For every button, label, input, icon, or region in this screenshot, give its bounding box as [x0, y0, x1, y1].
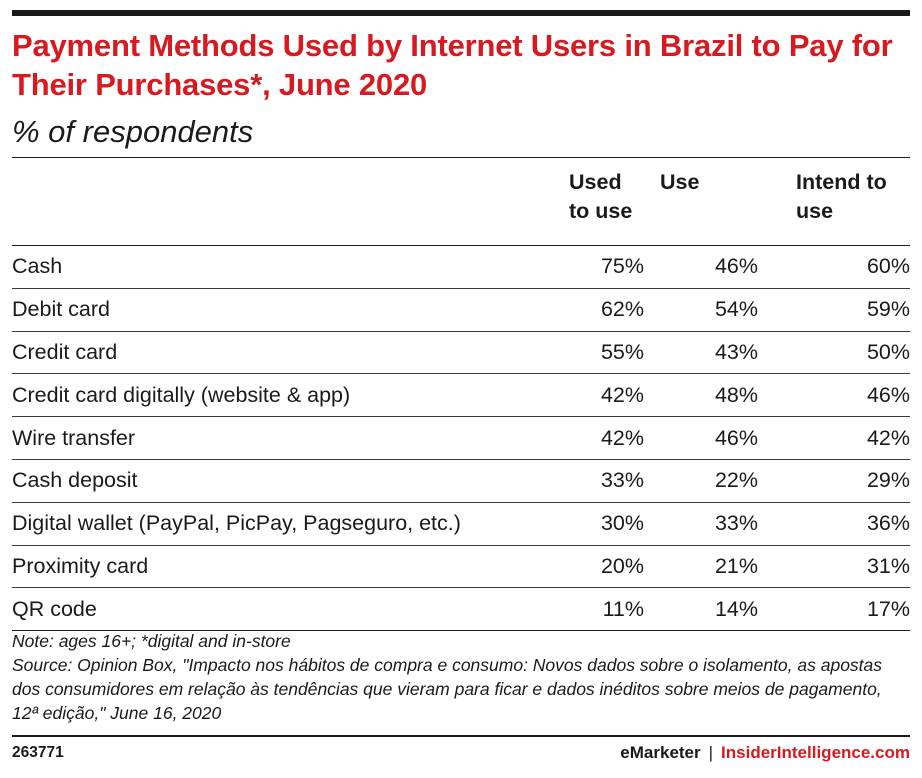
cell-intend-to-use: 17%	[866, 596, 910, 621]
column-header-use: Use	[660, 170, 700, 194]
cell-used-to-use: 11%	[602, 596, 644, 621]
table-row: QR code 11% 14% 17%	[12, 588, 910, 631]
cell-use: 46%	[714, 254, 758, 279]
cell-used-to-use: 62%	[600, 297, 644, 322]
chart-notes: Note: ages 16+; *digital and in-store So…	[12, 629, 912, 725]
chart-subtitle: % of respondents	[12, 114, 254, 149]
cell-intend-to-use: 60%	[866, 254, 910, 279]
cell-used-to-use: 75%	[600, 254, 644, 279]
row-label: Cash deposit	[12, 468, 138, 493]
cell-used-to-use: 42%	[600, 425, 644, 450]
cell-use: 54%	[714, 297, 758, 322]
data-table: Used to use Use Intend to use Cash 75% 46%…	[12, 157, 910, 631]
table-header-row: Used to use Use Intend to use	[12, 157, 910, 246]
cell-use: 33%	[714, 511, 758, 536]
row-label: Proximity card	[12, 553, 149, 578]
row-label: Wire transfer	[12, 425, 136, 450]
source-text: Source: Opinion Box, "Impacto nos hábito…	[12, 655, 883, 723]
chart-title: Payment Methods Used by Internet Users i…	[12, 28, 893, 102]
cell-used-to-use: 20%	[600, 553, 644, 578]
table-row: Wire transfer 42% 46% 42%	[12, 417, 910, 460]
table-row: Credit card digitally (website & app) 42%…	[12, 374, 910, 417]
table-body: Cash 75% 46% 60% Debit card 62% 54% 59% Credit c…	[12, 246, 910, 631]
chart-id: 263771	[12, 744, 64, 761]
bottom-rule	[12, 735, 910, 737]
column-header-intend-to-use: Intend to use	[796, 170, 887, 223]
brand-emarketer: eMarketer	[620, 743, 701, 762]
table-row: Proximity card 20% 21% 31%	[12, 545, 910, 588]
cell-used-to-use: 42%	[600, 382, 644, 407]
footer-brand: eMarketer | InsiderIntelligence.com	[620, 743, 910, 763]
cell-intend-to-use: 50%	[866, 339, 910, 364]
table-row: Debit card 62% 54% 59%	[12, 288, 910, 332]
top-rule	[12, 10, 910, 16]
row-label: Credit card digitally (website & app)	[12, 382, 351, 407]
table-row: Cash 75% 46% 60%	[12, 246, 910, 289]
cell-use: 48%	[714, 382, 758, 407]
cell-used-to-use: 55%	[600, 339, 644, 364]
row-label: Digital wallet (PayPal, PicPay, Pagsegur…	[12, 511, 461, 536]
column-header-method	[12, 158, 532, 246]
table-row: Credit card 55% 43% 50%	[12, 331, 910, 374]
note-text: Note: ages 16+; *digital and in-store	[12, 631, 291, 651]
cell-intend-to-use: 42%	[866, 425, 910, 450]
cell-used-to-use: 30%	[600, 511, 644, 536]
row-label: Debit card	[12, 297, 110, 322]
table-row: Cash deposit 33% 22% 29%	[12, 459, 910, 503]
column-header-used-to-use: Used to use	[569, 170, 633, 223]
row-label: QR code	[12, 596, 97, 621]
cell-use: 21%	[714, 553, 758, 578]
row-label: Cash	[12, 254, 63, 279]
data-table-container: Used to use Use Intend to use Cash 75% 46%…	[12, 157, 910, 631]
cell-use: 22%	[714, 468, 758, 493]
cell-intend-to-use: 29%	[866, 468, 910, 493]
cell-use: 43%	[714, 339, 758, 364]
cell-use: 14%	[714, 596, 758, 621]
cell-used-to-use: 33%	[600, 468, 644, 493]
cell-intend-to-use: 31%	[866, 553, 910, 578]
brand-separator: |	[708, 743, 714, 762]
cell-intend-to-use: 36%	[866, 511, 910, 536]
cell-use: 46%	[714, 425, 758, 450]
cell-intend-to-use: 59%	[866, 297, 910, 322]
cell-intend-to-use: 46%	[866, 382, 910, 407]
table-row: Digital wallet (PayPal, PicPay, Pagsegur…	[12, 502, 910, 546]
brand-insider-intelligence-link[interactable]: InsiderIntelligence.com	[721, 743, 910, 762]
row-label: Credit card	[12, 339, 118, 364]
